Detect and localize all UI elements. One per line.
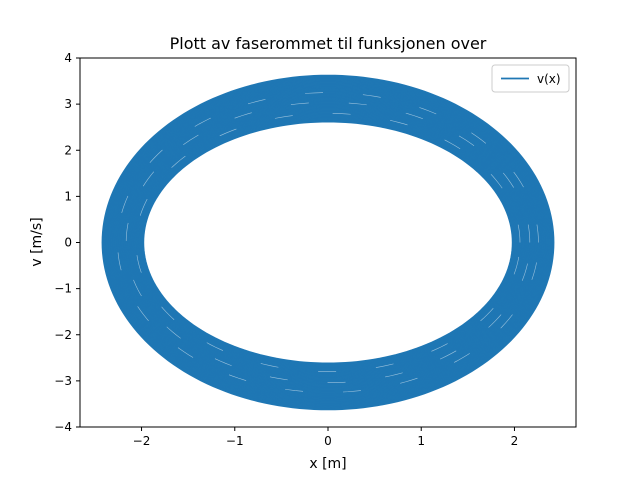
y-tick-label: 2 — [64, 143, 72, 157]
orbit-line — [142, 120, 514, 365]
x-axis-label: x [m] — [309, 456, 346, 472]
x-axis: −2 −1 0 1 2 — [133, 427, 519, 448]
orbit-gap — [117, 92, 539, 393]
plot-area — [79, 57, 577, 428]
y-tick-label: 4 — [64, 51, 72, 65]
x-tick-label: −2 — [133, 434, 151, 448]
x-tick-label: 0 — [324, 434, 332, 448]
y-tick-label: −4 — [54, 420, 72, 434]
x-tick-label: −1 — [226, 434, 244, 448]
y-tick-label: 3 — [64, 97, 72, 111]
y-tick-label: −2 — [54, 328, 72, 342]
x-tick-label: 1 — [417, 434, 425, 448]
y-tick-label: 0 — [64, 236, 72, 250]
x-tick-label: 2 — [511, 434, 519, 448]
y-tick-label: −3 — [54, 374, 72, 388]
chart-title: Plott av faserommet til funksjonen over — [170, 34, 487, 53]
y-tick-label: 1 — [64, 189, 72, 203]
y-axis-label: v [m/s] — [29, 217, 45, 266]
y-axis: −4 −3 −2 −1 0 1 2 3 4 — [54, 51, 80, 434]
legend-label: v(x) — [537, 72, 561, 86]
legend-box — [491, 64, 570, 93]
orbit-line — [101, 74, 555, 411]
y-tick-label: −1 — [54, 282, 72, 296]
legend: v(x) — [491, 64, 570, 93]
series-v-x — [101, 74, 555, 411]
